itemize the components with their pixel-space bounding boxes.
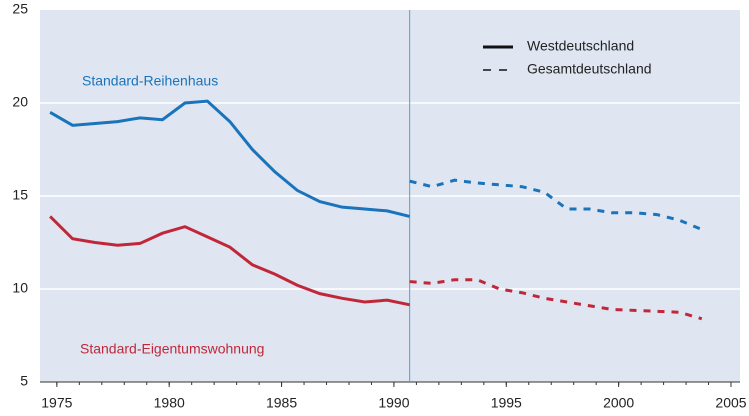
annotation: Standard-Reihenhaus <box>82 73 218 89</box>
x-tick-label: 1980 <box>154 395 185 411</box>
legend-label: Gesamtdeutschland <box>527 61 652 77</box>
y-tick-label: 20 <box>12 94 28 110</box>
y-tick-label: 15 <box>12 187 28 203</box>
legend-label: Westdeutschland <box>527 38 634 54</box>
series-line <box>49 99 411 218</box>
series-line <box>49 215 410 307</box>
x-tick-label: 2005 <box>715 395 746 411</box>
y-tick-label: 25 <box>12 1 28 17</box>
x-tick-label: 2000 <box>603 395 634 411</box>
y-tick-label: 10 <box>12 280 28 296</box>
x-tick-label: 1975 <box>41 395 72 411</box>
x-tick-label: 1985 <box>266 395 297 411</box>
x-tick-label: 1990 <box>378 395 409 411</box>
annotation: Standard-Eigentumswohnung <box>80 341 264 357</box>
y-tick-label: 5 <box>20 373 28 389</box>
x-tick-label: 1995 <box>491 395 522 411</box>
